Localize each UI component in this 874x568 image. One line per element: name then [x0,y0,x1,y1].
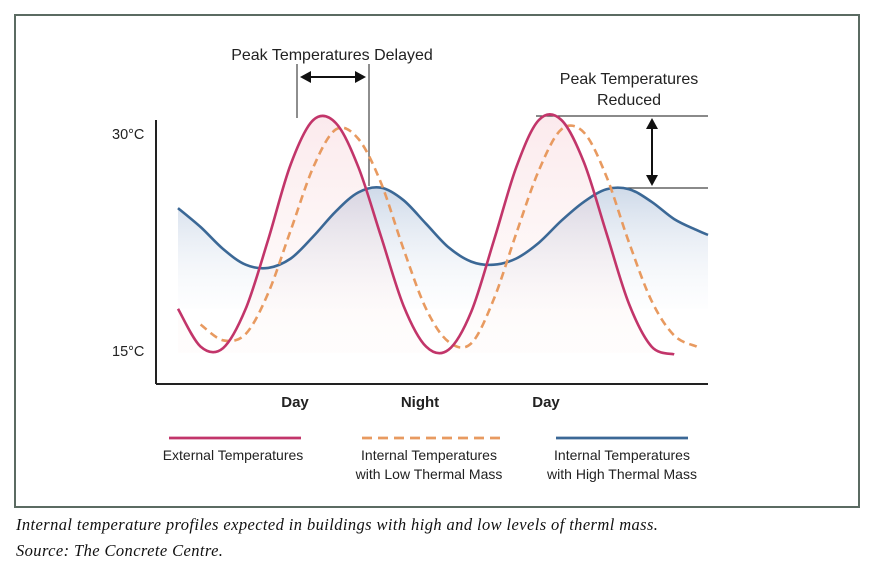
x-axis-label: Night [401,394,439,411]
legend-label-high-thermal-mass: with High Thermal Mass [546,466,697,482]
figure-source: Source: The Concrete Centre. [16,541,224,560]
legend-label-low-thermal-mass: Internal Temperatures [361,447,497,463]
series-line-external [176,113,675,356]
legend-label-high-thermal-mass: Internal Temperatures [554,447,690,463]
annotation-peak-reduced: Peak Temperatures [560,71,698,88]
figure-caption: Internal temperature profiles expected i… [16,515,659,534]
chart-frame: Peak Temperatures Delayed Peak Temperatur… [14,14,860,508]
x-axis-label: Day [532,394,560,411]
temperature-profile-chart: Peak Temperatures Delayed Peak Temperatur… [112,47,709,482]
annotation-peak-delayed: Peak Temperatures Delayed [231,47,433,64]
reduced-arrowhead-bottom [646,175,658,186]
legend-label-external: External Temperatures [163,447,304,463]
annotation-peak-reduced: Reduced [597,92,661,109]
series-line-low-thermal-mass [199,124,698,349]
y-tick-label: 30°C [112,127,144,143]
y-tick-label: 15°C [112,344,144,360]
delay-arrowhead-left [300,71,311,83]
series-line-high-thermal-mass [177,185,709,270]
x-axis-label: Day [281,394,309,411]
legend-label-low-thermal-mass: with Low Thermal Mass [355,466,503,482]
external-fill [178,114,675,355]
delay-arrowhead-right [355,71,366,83]
reduced-arrowhead-top [646,118,658,129]
